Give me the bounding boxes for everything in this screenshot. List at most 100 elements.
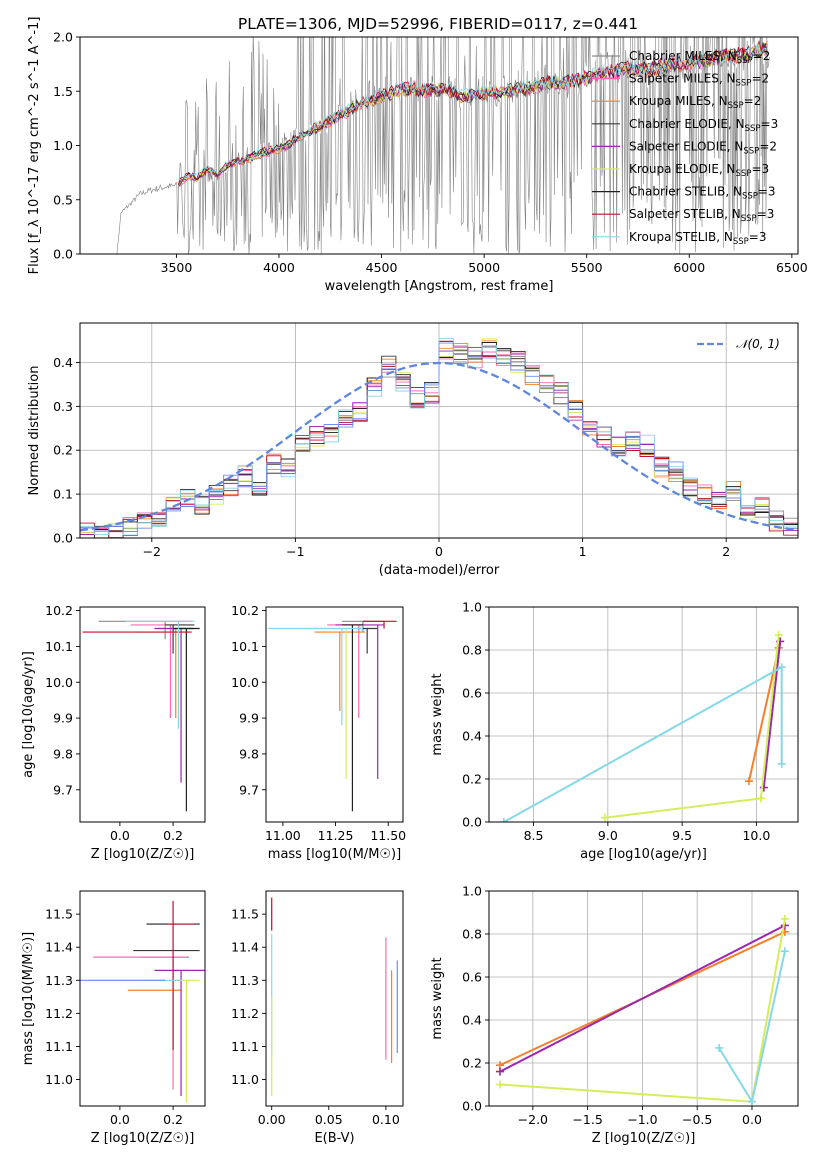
y-tick-label: 0.8 bbox=[462, 927, 482, 942]
x-tick-label: 6000 bbox=[673, 260, 705, 275]
y-tick-label: 11.4 bbox=[45, 940, 73, 955]
plot-area bbox=[80, 338, 798, 538]
x-tick-label: 9.5 bbox=[672, 828, 692, 843]
y-tick-label: 0.0 bbox=[53, 247, 73, 262]
y-tick-label: 0.2 bbox=[53, 443, 73, 458]
y-tick-label: 0.4 bbox=[462, 1013, 482, 1028]
legend-entry: Salpeter MILES, NSSP=2 bbox=[629, 72, 769, 89]
y-tick-label: 1.0 bbox=[53, 138, 73, 153]
x-axis-label: E(B-V) bbox=[314, 1131, 354, 1146]
plot-area bbox=[82, 620, 200, 812]
y-tick-label: 9.9 bbox=[53, 711, 73, 726]
y-tick-label: 0.5 bbox=[53, 192, 73, 207]
y-tick-label: 0.4 bbox=[53, 355, 73, 370]
weight-line bbox=[503, 665, 783, 822]
axes-frame bbox=[265, 890, 404, 1107]
axes-frame bbox=[265, 606, 404, 823]
y-tick-label: 1.0 bbox=[462, 600, 482, 615]
x-axis-label: Z [log10(Z/Z☉)] bbox=[91, 847, 195, 862]
y-tick-label: 9.9 bbox=[239, 711, 259, 726]
y-tick-label: 0.6 bbox=[462, 970, 482, 985]
legend-entry: Salpeter ELODIE, NSSP=2 bbox=[629, 139, 777, 156]
y-tick-label: 1.0 bbox=[462, 884, 482, 899]
weight-marker bbox=[715, 1043, 724, 1052]
weight-marker bbox=[777, 759, 786, 768]
y-tick-label: 0.0 bbox=[53, 531, 73, 546]
y-tick-label: 11.0 bbox=[45, 1072, 73, 1087]
weight-marker bbox=[747, 1097, 756, 1106]
model-line-kroupa-stelib bbox=[178, 42, 768, 181]
weight-line bbox=[604, 634, 780, 819]
x-tick-label: 1 bbox=[579, 544, 587, 559]
x-axis-label: age [log10(age/yr)] bbox=[580, 847, 707, 862]
y-tick-label: 10.2 bbox=[231, 603, 259, 618]
weight-line bbox=[748, 647, 780, 782]
axes-frame bbox=[488, 890, 799, 1107]
x-tick-label: 4000 bbox=[263, 260, 295, 275]
legend-entry: Chabrier MILES, NSSP=2 bbox=[629, 49, 770, 66]
weight-marker bbox=[495, 1080, 504, 1089]
x-axis-label: Z [log10(Z/Z☉)] bbox=[592, 1131, 696, 1146]
panel-spectrum: Chabrier MILES, NSSP=2 Salpeter MILES, NS… bbox=[27, 17, 808, 294]
y-axis-label: Normed distribution bbox=[27, 366, 42, 496]
y-tick-label: 9.8 bbox=[53, 746, 73, 761]
x-tick-label: 0.2 bbox=[163, 1112, 183, 1127]
x-axis-label: Z [log10(Z/Z☉)] bbox=[91, 1131, 195, 1146]
plot-area bbox=[271, 897, 398, 1097]
weight-marker bbox=[777, 663, 786, 672]
legend: Chabrier MILES, NSSP=2 Salpeter MILES, NS… bbox=[592, 49, 778, 247]
x-tick-label: −0.5 bbox=[682, 1112, 712, 1127]
x-axis-label: mass [log10(M/M☉)] bbox=[268, 847, 401, 862]
weight-marker bbox=[495, 1067, 504, 1076]
axes-frame bbox=[79, 606, 206, 823]
weight-marker bbox=[744, 777, 753, 786]
x-tick-label: 0.0 bbox=[742, 1112, 762, 1127]
y-tick-label: 9.8 bbox=[239, 746, 259, 761]
model-line-chabrier-stelib bbox=[178, 42, 768, 185]
panel-weight-vs-z: −2.0 −1.5 −1.0 −0.5 0.0 0.0 0.2 0.4 0.6 0.8 1.0 Z [… bbox=[430, 884, 799, 1146]
y-tick-label: 11.1 bbox=[45, 1039, 73, 1054]
panel-age-vs-mass: 11.00 11.25 11.50 9.7 9.8 9.9 10.0 10.1 10.2 mass… bbox=[231, 603, 406, 862]
y-tick-label: 0.1 bbox=[53, 487, 73, 502]
legend-entry: Chabrier STELIB, NSSP=3 bbox=[629, 185, 776, 202]
x-tick-label: 9.0 bbox=[598, 828, 618, 843]
panel-mass-vs-ebv: 0.00 0.05 0.10 11.0 11.1 11.2 11.3 11.4 11.5 E(B-… bbox=[231, 890, 404, 1146]
x-tick-label: 10.0 bbox=[742, 828, 770, 843]
x-tick-label: 5500 bbox=[571, 260, 603, 275]
y-tick-label: 11.1 bbox=[231, 1039, 259, 1054]
y-tick-label: 10.2 bbox=[45, 603, 73, 618]
legend-entry: Kroupa ELODIE, NSSP=3 bbox=[629, 162, 769, 179]
y-tick-label: 11.3 bbox=[231, 973, 259, 988]
y-tick-label: 10.0 bbox=[231, 675, 259, 690]
weight-marker bbox=[499, 818, 508, 822]
x-axis-label: (data-model)/error bbox=[379, 563, 500, 578]
y-axis-label: age [log10(age/yr)] bbox=[21, 651, 36, 778]
axes-frame bbox=[79, 890, 206, 1107]
y-tick-label: 10.1 bbox=[45, 639, 73, 654]
legend-entry: Salpeter STELIB, NSSP=3 bbox=[629, 207, 774, 224]
weight-marker bbox=[600, 813, 609, 822]
y-tick-label: 0.0 bbox=[462, 815, 482, 830]
plot-area bbox=[80, 900, 205, 1103]
legend: 𝒩(0, 1) bbox=[697, 337, 780, 351]
x-tick-label: 2 bbox=[722, 544, 730, 559]
y-tick-label: 0.6 bbox=[462, 686, 482, 701]
legend-entry: 𝒩(0, 1) bbox=[736, 337, 780, 351]
x-tick-label: 0.0 bbox=[110, 828, 130, 843]
plot-area bbox=[116, 37, 770, 254]
y-tick-label: 2.0 bbox=[53, 30, 73, 45]
x-tick-label: 11.25 bbox=[318, 828, 354, 843]
plot-area bbox=[268, 620, 397, 812]
y-tick-label: 11.4 bbox=[231, 940, 259, 955]
y-tick-label: 10.0 bbox=[45, 675, 73, 690]
weight-marker bbox=[774, 630, 783, 639]
x-tick-label: −2 bbox=[143, 544, 161, 559]
x-tick-label: 11.50 bbox=[370, 828, 406, 843]
y-tick-label: 0.8 bbox=[462, 643, 482, 658]
weight-marker bbox=[780, 914, 789, 923]
weight-line bbox=[499, 924, 786, 1073]
y-tick-label: 11.0 bbox=[231, 1072, 259, 1087]
y-tick-label: 0.3 bbox=[53, 399, 73, 414]
panel-age-vs-z: 0.0 0.2 9.7 9.8 9.9 10.0 10.1 10.2 Z [log10(Z/Z☉… bbox=[21, 603, 206, 862]
x-tick-label: 8.5 bbox=[524, 828, 544, 843]
